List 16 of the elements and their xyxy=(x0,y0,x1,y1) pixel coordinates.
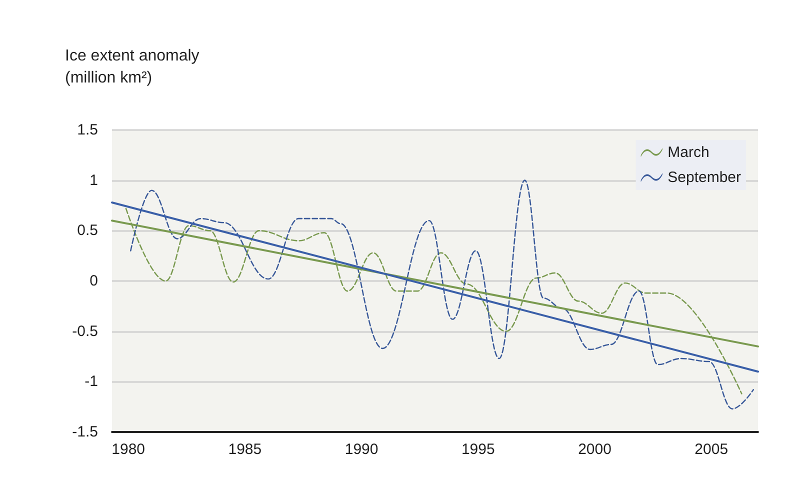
y-tick-label: 1.5 xyxy=(77,122,98,138)
x-tick-label: 1985 xyxy=(228,441,262,458)
y-tick-label: 0.5 xyxy=(77,222,98,240)
y-tick-label: 0 xyxy=(90,272,98,290)
legend-label: March xyxy=(668,144,710,161)
x-tick-label: 1990 xyxy=(344,441,378,458)
y-tick-label: -1.5 xyxy=(72,424,98,440)
y-tick-label: -1 xyxy=(84,373,98,390)
x-tick-label: 2005 xyxy=(694,441,728,458)
x-tick-label: 2000 xyxy=(578,441,612,458)
y-tick-label: 1 xyxy=(90,172,98,189)
legend-label: September xyxy=(668,169,742,186)
y-tick-label: -0.5 xyxy=(72,322,98,340)
x-tick-label: 1995 xyxy=(461,441,495,458)
y-axis-title: Ice extent anomaly (million km²) xyxy=(65,48,204,86)
x-tick-label: 1980 xyxy=(112,441,146,458)
